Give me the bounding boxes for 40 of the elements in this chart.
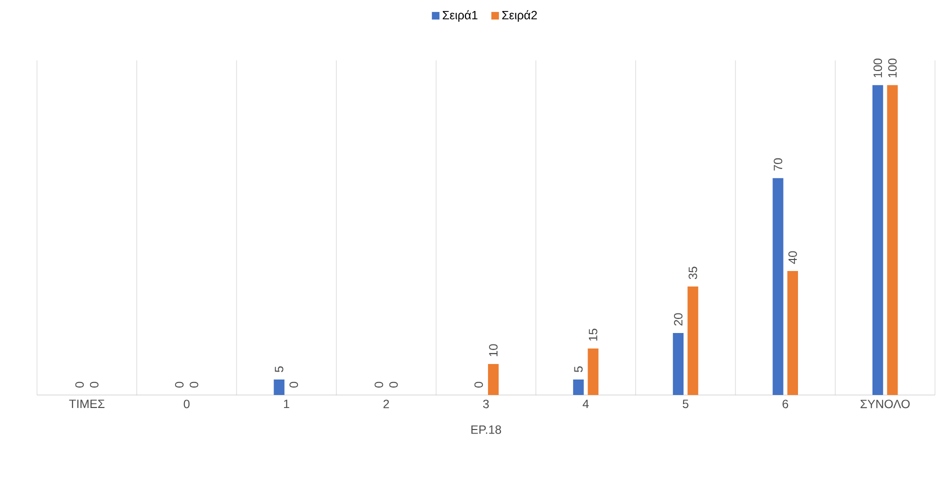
- x-tick-label: 0: [184, 400, 190, 408]
- data-label: 100: [888, 58, 897, 78]
- data-label: 10: [489, 344, 498, 356]
- bar: [772, 178, 784, 395]
- x-tick-label: ΤΙΜΕΣ: [69, 400, 104, 408]
- data-label: 100: [874, 58, 882, 78]
- x-axis-title: ΕΡ.18: [471, 425, 502, 434]
- bar: [872, 85, 884, 395]
- bar: [274, 380, 284, 395]
- x-tick-label: 1: [284, 400, 290, 408]
- legend-label: Σειρά1: [442, 10, 478, 22]
- x-tick-label: 5: [682, 400, 688, 408]
- bar: [488, 364, 499, 395]
- bar: [688, 286, 698, 395]
- data-label: 15: [588, 328, 598, 341]
- bar: [887, 85, 898, 395]
- data-label: 0: [190, 382, 198, 388]
- data-label: 0: [374, 382, 384, 388]
- data-label: 70: [774, 158, 782, 171]
- x-tick-label: 6: [782, 400, 788, 408]
- data-label: 0: [175, 382, 184, 388]
- data-label: 0: [90, 382, 98, 388]
- x-tick-label: 4: [582, 400, 589, 408]
- bar: [588, 348, 598, 395]
- x-tick-label: ΣΥΝΟΛΟ: [860, 400, 910, 408]
- data-label: 0: [290, 382, 298, 388]
- data-label: 35: [688, 266, 698, 280]
- x-tick-label: 2: [383, 400, 389, 408]
- data-label: 0: [389, 382, 398, 388]
- data-label: 5: [274, 366, 284, 372]
- bar: [672, 333, 684, 395]
- data-label: 20: [674, 313, 682, 326]
- data-label: 0: [75, 382, 84, 388]
- data-label: 40: [788, 251, 797, 264]
- data-label: 0: [474, 382, 483, 388]
- legend-label: Σειρά2: [502, 10, 537, 22]
- bar: [787, 271, 798, 395]
- x-tick-label: 3: [483, 400, 489, 408]
- data-label: 5: [574, 366, 583, 372]
- bar: [573, 380, 584, 395]
